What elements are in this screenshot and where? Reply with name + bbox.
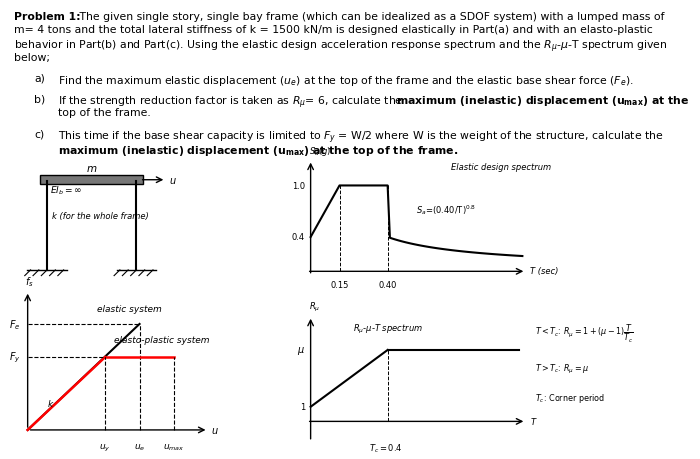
Bar <box>41 176 143 185</box>
Text: $S_a$=(0.40/T)$^{0.8}$: $S_a$=(0.40/T)$^{0.8}$ <box>416 203 477 217</box>
Text: This time if the base shear capacity is limited to $F_y$ = W/2 where W is the we: This time if the base shear capacity is … <box>57 129 663 146</box>
Text: 1: 1 <box>300 403 305 411</box>
Text: 0.4: 0.4 <box>292 233 305 242</box>
Text: $S_a(g)$: $S_a(g)$ <box>309 145 331 158</box>
Text: u: u <box>169 175 176 185</box>
Text: $R_\mu$-$\mu$-T spectrum: $R_\mu$-$\mu$-T spectrum <box>353 322 423 335</box>
Text: $u_e$: $u_e$ <box>134 442 145 453</box>
Text: c): c) <box>34 129 44 140</box>
Text: top of the frame.: top of the frame. <box>57 108 150 118</box>
Text: $EI_b = \infty$: $EI_b = \infty$ <box>50 184 83 196</box>
Text: k: k <box>48 399 52 408</box>
Text: $R_\mu$: $R_\mu$ <box>309 301 320 314</box>
Text: Elastic design spectrum: Elastic design spectrum <box>451 162 552 172</box>
Text: $\mu$: $\mu$ <box>297 344 305 356</box>
Text: a): a) <box>34 73 45 84</box>
Text: b): b) <box>34 94 46 104</box>
Text: $T_c = 0.4$: $T_c = 0.4$ <box>369 442 402 454</box>
Text: k (for the whole frame): k (for the whole frame) <box>52 212 148 220</box>
Text: m: m <box>87 163 97 173</box>
Text: $u_{max}$: $u_{max}$ <box>163 442 185 453</box>
Text: $T_c$: Corner period: $T_c$: Corner period <box>536 391 606 404</box>
Text: m= 4 tons and the total lateral stiffness of k = 1500 kN/m is designed elastical: m= 4 tons and the total lateral stiffnes… <box>14 25 652 35</box>
Text: The given single story, single bay frame (which can be idealized as a SDOF syste: The given single story, single bay frame… <box>76 11 664 22</box>
Text: u: u <box>212 425 218 435</box>
Text: $u_y$: $u_y$ <box>99 442 111 453</box>
Text: elastic system: elastic system <box>97 304 161 313</box>
Text: $f_s$: $f_s$ <box>25 275 34 289</box>
Text: T (sec): T (sec) <box>530 266 559 275</box>
Text: If the strength reduction factor is taken as $R_{\mu}$= 6, calculate the: If the strength reduction factor is take… <box>57 94 403 111</box>
Text: behavior in Part(b) and Part(c). Using the elastic design acceleration response : behavior in Part(b) and Part(c). Using t… <box>14 39 667 56</box>
Text: Problem 1:: Problem 1: <box>14 11 80 22</box>
Text: 0.15: 0.15 <box>330 280 349 289</box>
Text: Find the maximum elastic displacement ($u_e$) at the top of the frame and the el: Find the maximum elastic displacement ($… <box>57 73 634 87</box>
Text: maximum (inelastic) displacement ($\mathbf{u_{max}}$) at the: maximum (inelastic) displacement ($\math… <box>395 94 689 108</box>
Text: elasto-plastic system: elasto-plastic system <box>113 336 209 345</box>
Text: $T > T_c$: $R_\mu = \mu$: $T > T_c$: $R_\mu = \mu$ <box>536 363 589 375</box>
Text: 0.40: 0.40 <box>379 280 397 289</box>
Text: 1.0: 1.0 <box>292 182 305 190</box>
Text: $F_y$: $F_y$ <box>9 350 21 364</box>
Text: $T$: $T$ <box>530 415 538 426</box>
Text: $F_e$: $F_e$ <box>9 317 21 331</box>
Text: $T < T_c$: $R_\mu = 1 + (\mu-1)\dfrac{T}{T_c}$: $T < T_c$: $R_\mu = 1 + (\mu-1)\dfrac{T}… <box>536 322 634 344</box>
Text: $\mathbf{maximum\ (inelastic)\ displacement\ (u_{max})}$ at the top of the frame: $\mathbf{maximum\ (inelastic)\ displacem… <box>57 143 458 157</box>
Text: below;: below; <box>14 53 50 63</box>
